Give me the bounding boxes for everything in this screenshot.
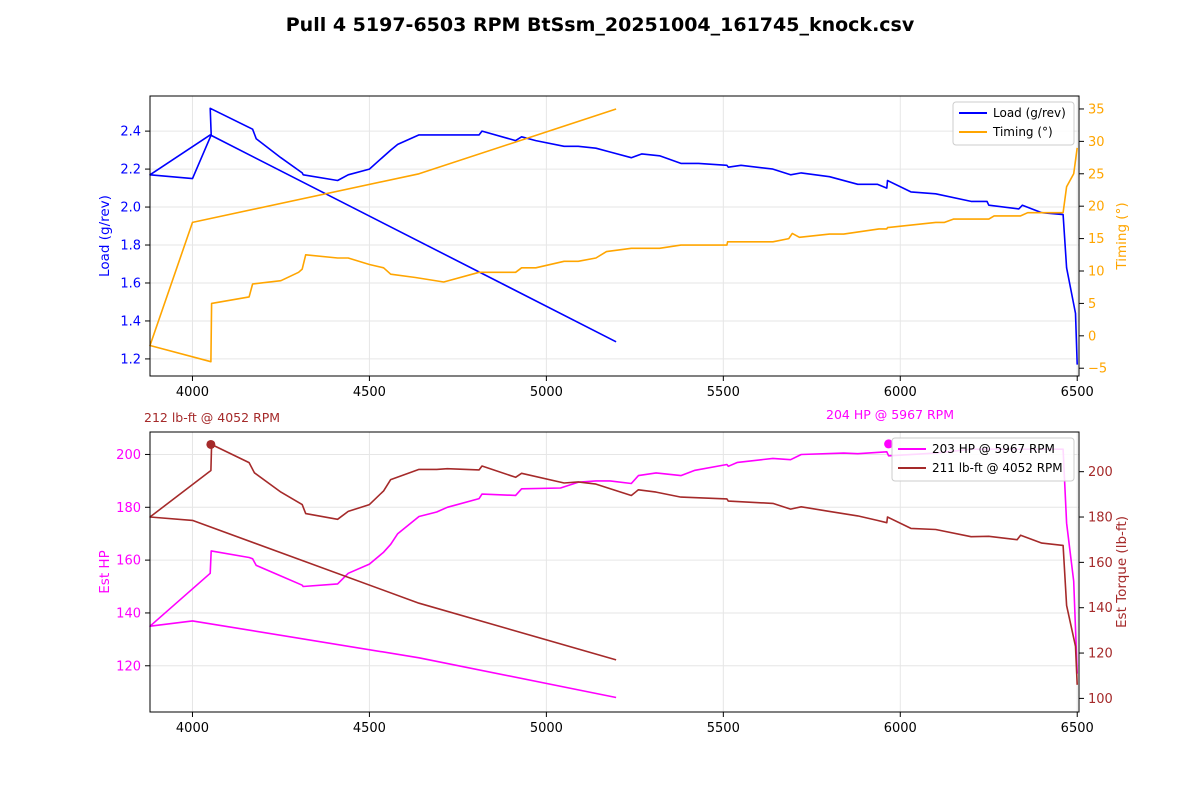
left-y-tick-label: 2.4	[120, 125, 141, 140]
top-right-axis-label: Timing (°)	[1114, 202, 1130, 270]
right-y-tick-label: 120	[1088, 647, 1113, 662]
x-tick-label: 6000	[884, 385, 917, 400]
right-y-tick-label: 0	[1088, 329, 1096, 344]
x-tick-label: 5000	[530, 385, 563, 400]
x-tick-label: 4500	[353, 721, 386, 736]
bottom-right-axis-label: Est Torque (lb-ft)	[1114, 516, 1130, 628]
left-y-tick-label: 200	[116, 448, 141, 463]
top-left-axis-label: Load (g/rev)	[97, 195, 113, 277]
legend-label-torque: 211 lb-ft @ 4052 RPM	[932, 461, 1063, 475]
x-tick-label: 6500	[1061, 385, 1094, 400]
bottom-left-y-ticks: 120 140 160 180 200	[116, 448, 150, 674]
left-y-tick-label: 1.2	[120, 352, 141, 367]
peak-hp-marker	[884, 439, 894, 449]
right-y-tick-label: 20	[1088, 200, 1105, 215]
peak-torque-annotation: 212 lb-ft @ 4052 RPM	[144, 410, 280, 425]
right-y-tick-label: 10	[1088, 265, 1105, 280]
top-grid	[150, 96, 1079, 376]
right-y-tick-label: 15	[1088, 232, 1105, 247]
right-y-tick-label: 5	[1088, 297, 1096, 312]
bottom-left-axis-label: Est HP	[97, 550, 113, 593]
chart-title: Pull 4 5197-6503 RPM BtSsm_20251004_1617…	[286, 14, 915, 36]
bottom-legend: 203 HP @ 5967 RPM 211 lb-ft @ 4052 RPM	[891, 437, 1075, 482]
bottom-plot-frame	[149, 431, 1080, 713]
left-y-tick-label: 160	[116, 554, 141, 569]
left-y-tick-label: 2.0	[120, 201, 141, 216]
left-y-tick-label: 1.6	[120, 276, 141, 291]
left-y-tick-label: 2.2	[120, 163, 141, 178]
top-right-y-ticks: −5 0 5 10 15 20 25 30 35	[1079, 102, 1107, 377]
right-y-tick-label: 35	[1088, 102, 1105, 117]
x-tick-label: 6000	[884, 721, 917, 736]
legend-label-load: Load (g/rev)	[993, 106, 1066, 120]
bottom-subplot: 4000 4500 5000 5500 6000 6500 120 140 160 180 200…	[97, 407, 1130, 736]
top-left-y-ticks: 1.2 1.4 1.6 1.8 2.0 2.2 2.4	[120, 125, 150, 367]
legend-label-hp: 203 HP @ 5967 RPM	[932, 442, 1055, 456]
x-tick-label: 5000	[530, 721, 563, 736]
bottom-x-ticks: 4000 4500 5000 5500 6000 6500	[176, 712, 1094, 736]
bottom-peak-markers	[206, 439, 894, 449]
series-line-1	[149, 107, 1078, 365]
bottom-right-y-ticks: 100 120 140 160 180 200	[1079, 465, 1113, 707]
series-line-1	[149, 448, 1078, 699]
left-y-tick-label: 180	[116, 501, 141, 516]
x-tick-label: 4000	[176, 385, 209, 400]
left-y-tick-label: 120	[116, 659, 141, 674]
legend-label-timing: Timing (°)	[992, 125, 1053, 139]
right-y-tick-label: 180	[1088, 511, 1113, 526]
left-y-tick-label: 1.4	[120, 314, 141, 329]
peak-torque-marker	[206, 439, 216, 449]
top-legend: Load (g/rev) Timing (°)	[952, 101, 1075, 146]
top-plot-frame	[149, 95, 1080, 377]
right-y-tick-label: 140	[1088, 601, 1113, 616]
top-subplot: 4000 4500 5000 5500 6000 6500 1.2 1.4 1.6 1.8 2.0…	[97, 95, 1130, 400]
bottom-legend-box	[891, 437, 1075, 482]
x-tick-label: 5500	[707, 721, 740, 736]
series-line-2	[149, 443, 1078, 685]
right-y-tick-label: 25	[1088, 167, 1105, 182]
x-tick-label: 4000	[176, 721, 209, 736]
right-y-tick-label: 160	[1088, 556, 1113, 571]
right-y-tick-label: 100	[1088, 692, 1113, 707]
bottom-grid	[150, 432, 1079, 712]
right-y-tick-label: −5	[1088, 362, 1107, 377]
bottom-series-lines	[149, 443, 1078, 699]
x-tick-label: 5500	[707, 385, 740, 400]
right-y-tick-label: 200	[1088, 465, 1113, 480]
x-tick-label: 6500	[1061, 721, 1094, 736]
left-y-tick-label: 140	[116, 606, 141, 621]
peak-hp-annotation: 204 HP @ 5967 RPM	[826, 407, 954, 422]
top-series-lines	[149, 107, 1078, 365]
x-tick-label: 4500	[353, 385, 386, 400]
top-x-ticks: 4000 4500 5000 5500 6000 6500	[176, 376, 1094, 400]
right-y-tick-label: 30	[1088, 135, 1105, 150]
left-y-tick-label: 1.8	[120, 239, 141, 254]
series-line-2	[149, 108, 1078, 363]
